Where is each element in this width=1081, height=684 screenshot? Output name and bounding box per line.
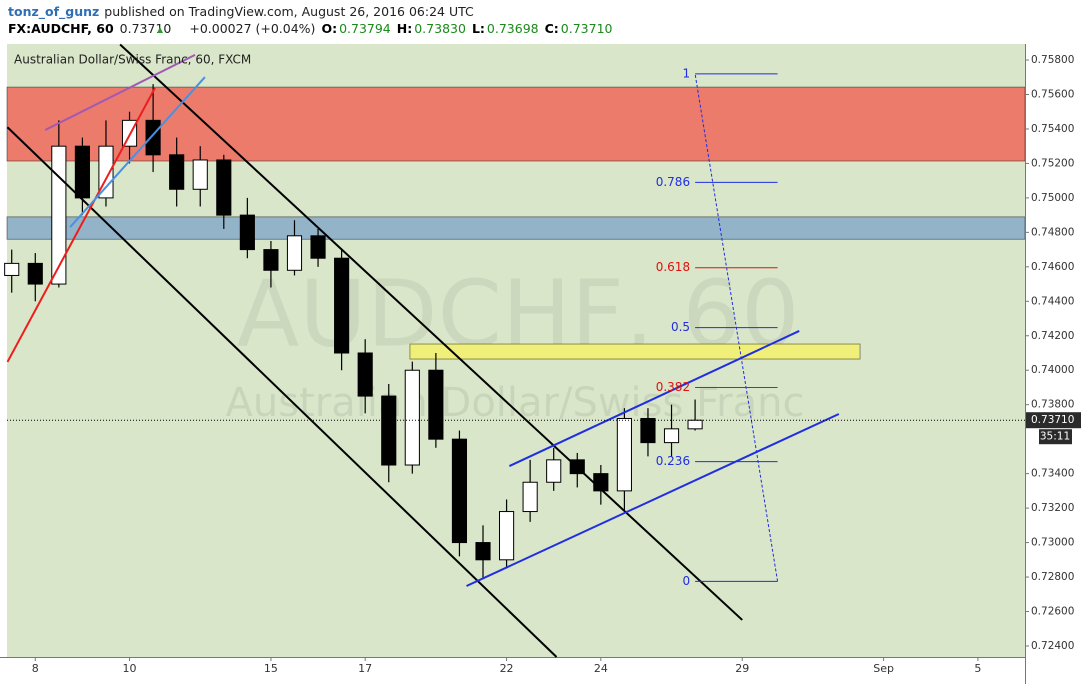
candle-body — [451, 438, 468, 544]
symbol: FX:AUDCHF, 60 — [8, 21, 114, 36]
candle-body — [404, 369, 420, 466]
y-tick-label: 0.74800 — [1031, 226, 1074, 238]
candle-body — [145, 119, 161, 156]
candle-body — [4, 262, 20, 276]
legend: Australian Dollar/Swiss Franc, 60, FXCM — [14, 53, 251, 67]
candle-body — [381, 395, 397, 466]
zone — [409, 343, 861, 360]
y-tick-label: 0.73800 — [1031, 399, 1074, 411]
candle-body — [428, 369, 444, 440]
candle-body — [263, 249, 279, 271]
candle-body — [546, 459, 562, 483]
trendline — [119, 43, 743, 621]
fib-label: 0.236 — [656, 454, 690, 468]
quote-key: C: — [545, 21, 559, 36]
y-tick-label: 0.73400 — [1031, 468, 1074, 480]
candle-body — [522, 481, 538, 513]
header-line-1: tonz_of_gunz published on TradingView.com… — [8, 4, 474, 20]
quote: O: 0.73794 H: 0.73830 L: 0.73698 C: 0.73710 — [321, 21, 612, 36]
x-tick-label: 29 — [735, 662, 749, 675]
last-price-label: 0.73710 — [1031, 414, 1074, 426]
x-tick-label: 15 — [264, 662, 278, 675]
y-tick-label: 0.73200 — [1031, 502, 1074, 514]
fib-label: 0.5 — [671, 320, 690, 334]
zone — [6, 216, 1026, 240]
y-tick-label: 0.75600 — [1031, 88, 1074, 100]
quote-value: 0.73698 — [487, 21, 539, 36]
countdown-box — [1039, 429, 1072, 445]
candle-body — [216, 159, 232, 216]
y-tick-label: 0.72400 — [1031, 640, 1074, 652]
fib-label: 0.618 — [656, 260, 690, 274]
last-price-box — [1026, 412, 1081, 429]
x-tick-label: 8 — [32, 662, 39, 675]
y-tick-label: 0.75000 — [1031, 192, 1074, 204]
fib-label: 0.382 — [656, 380, 690, 394]
y-tick-label: 0.75400 — [1031, 123, 1074, 135]
candle-body — [27, 262, 43, 285]
y-tick-label: 0.72800 — [1031, 571, 1074, 583]
trendline — [69, 76, 206, 228]
x-tick-label: 22 — [500, 662, 514, 675]
quote-value: 0.73830 — [414, 21, 466, 36]
quote-key: O: — [321, 21, 337, 36]
candle-body — [499, 511, 515, 561]
time-axis-line — [0, 657, 1025, 658]
x-tick-label: 5 — [974, 662, 981, 675]
trendline — [6, 126, 558, 658]
candle-body — [51, 145, 67, 285]
price: 0.73710 — [120, 21, 172, 36]
quote-key: L: — [472, 21, 485, 36]
y-tick-label: 0.75200 — [1031, 157, 1074, 169]
y-tick-label: 0.74400 — [1031, 295, 1074, 307]
author[interactable]: tonz_of_gunz — [8, 4, 99, 20]
fib-label: 1 — [682, 66, 690, 80]
y-tick-label: 0.74200 — [1031, 330, 1074, 342]
up-arrow — [157, 27, 163, 33]
trendline — [44, 53, 196, 131]
candle-body — [310, 235, 326, 259]
y-tick-label: 0.73000 — [1031, 537, 1074, 549]
candle-body — [616, 417, 632, 492]
published: published on TradingView.com, August 26,… — [104, 4, 474, 19]
candle-body — [239, 214, 255, 251]
y-tick-label: 0.74000 — [1031, 364, 1074, 376]
candle-body — [192, 159, 208, 190]
price-axis-line — [1025, 44, 1026, 684]
quote-key: H: — [397, 21, 412, 36]
x-tick-label: 10 — [123, 662, 137, 675]
y-tick-label: 0.75800 — [1031, 54, 1074, 66]
y-tick-label: 0.72600 — [1031, 606, 1074, 618]
candle-body — [169, 154, 185, 190]
x-tick-label: 17 — [358, 662, 372, 675]
x-tick-label: 24 — [594, 662, 608, 675]
quote-value: 0.73794 — [339, 21, 391, 36]
watermark-sub: Australian Dollar/Swiss Franc — [226, 380, 805, 426]
trendline — [466, 413, 840, 587]
candle-body — [74, 145, 90, 199]
change: +0.00027 (+0.04%) — [189, 21, 315, 36]
trendline — [508, 330, 800, 467]
x-tick-label: Sep — [873, 662, 894, 675]
trendline — [6, 87, 156, 363]
fib-label: 0.786 — [656, 175, 690, 189]
countdown: 35:11 — [1040, 431, 1070, 443]
quote-value: 0.73710 — [561, 21, 613, 36]
candle-body — [475, 542, 491, 561]
candle-body — [640, 417, 656, 444]
fib-label: 0 — [682, 574, 690, 588]
candle-body — [663, 428, 680, 444]
candle-body — [334, 257, 350, 354]
header-line-2: FX:AUDCHF, 60 0.73710 +0.00027 (+0.04%) O: 0… — [8, 21, 613, 36]
candle-body — [687, 419, 703, 430]
candle-body — [286, 235, 303, 271]
candle-body — [357, 352, 373, 397]
y-tick-label: 0.74600 — [1031, 261, 1074, 273]
